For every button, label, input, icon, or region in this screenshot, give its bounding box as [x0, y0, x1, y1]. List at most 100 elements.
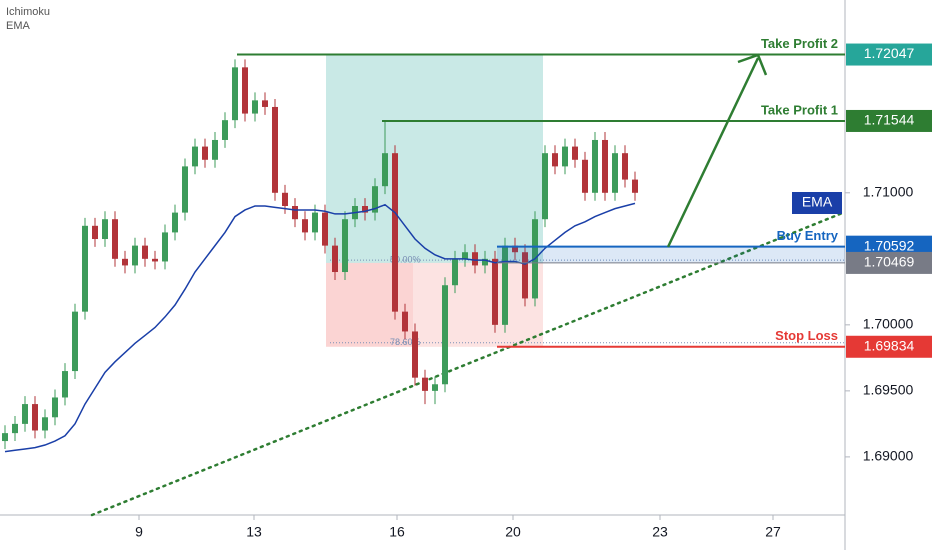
candle-body: [402, 311, 408, 332]
price-box-label: 1.70592: [864, 237, 915, 253]
candle-body: [32, 404, 38, 431]
arrow-shaft: [666, 57, 760, 248]
candle-body: [602, 139, 608, 193]
x-tick-label: 9: [135, 524, 143, 540]
candle-body: [362, 206, 368, 213]
x-tick-label: 16: [389, 524, 405, 540]
candle-body: [122, 258, 128, 266]
candle-body: [172, 212, 178, 233]
candle-body: [622, 153, 628, 180]
candle-body: [72, 311, 78, 372]
candle-body: [512, 245, 518, 253]
candle-body: [272, 106, 278, 193]
candle-body: [112, 219, 118, 259]
y-tick-label: 1.71000: [863, 183, 914, 199]
price-box: [846, 335, 932, 358]
price-box-label: 1.70469: [864, 254, 915, 270]
candle-body: [442, 285, 448, 385]
candle-body: [92, 225, 98, 240]
ema-box: [792, 192, 842, 214]
trendline: [90, 210, 847, 517]
candle-body: [282, 192, 288, 206]
candle-body: [632, 179, 638, 193]
x-tick-label: 23: [652, 524, 668, 540]
candle-body: [472, 252, 478, 266]
candle-body: [612, 153, 618, 193]
candle-body: [202, 146, 208, 160]
candle-body: [462, 252, 468, 259]
x-tick-label: 20: [505, 524, 521, 540]
candle-body: [22, 404, 28, 424]
candle-body: [322, 212, 328, 246]
y-tick-label: 1.69500: [863, 382, 914, 398]
candle-body: [522, 252, 528, 299]
fib-label: 78.60%: [390, 337, 421, 347]
candle-body: [372, 186, 378, 213]
price-box-label: 1.72047: [864, 45, 915, 61]
candle-body: [562, 146, 568, 167]
candle-body: [302, 219, 308, 233]
candle-body: [422, 377, 428, 391]
level-label: Stop Loss: [775, 328, 838, 343]
level-label: Buy Entry: [777, 228, 839, 243]
candle-body: [132, 245, 138, 266]
x-tick-label: 27: [765, 524, 781, 540]
candle-body: [412, 331, 418, 378]
candle-body: [502, 245, 508, 325]
ema-line: [4, 202, 636, 453]
profit-zone: [326, 54, 543, 263]
candle-body: [552, 153, 558, 167]
candle-body: [542, 153, 548, 220]
candle-body: [452, 258, 458, 286]
candle-body: [332, 245, 338, 273]
candle-body: [582, 159, 588, 193]
candle-body: [102, 219, 108, 240]
level-label: Take Profit 2: [761, 36, 838, 51]
candle-body: [492, 258, 498, 325]
candle-body: [222, 120, 228, 140]
price-box: [846, 43, 932, 66]
fib-label: 50.00%: [390, 255, 421, 265]
price-box: [846, 109, 932, 132]
candle-body: [252, 100, 258, 114]
candle-body: [142, 245, 148, 259]
candle-body: [2, 433, 8, 442]
candle-body: [52, 397, 58, 418]
candle-body: [162, 232, 168, 262]
candle-body: [212, 139, 218, 160]
loss-zone-active: [413, 262, 543, 347]
price-box-label: 1.71544: [864, 112, 915, 128]
entry-zone: [497, 246, 845, 263]
candle-body: [482, 258, 488, 266]
candle-body: [342, 219, 348, 273]
candle-body: [182, 166, 188, 213]
price-box-label: 1.69834: [864, 337, 915, 353]
price-box: [846, 251, 932, 274]
y-tick-label: 1.70000: [863, 316, 914, 332]
candle-body: [592, 139, 598, 193]
level-label: Take Profit 1: [761, 102, 838, 117]
ema-box-label: EMA: [802, 194, 833, 210]
candle-body: [192, 146, 198, 167]
y-tick-label: 1.69000: [863, 448, 914, 464]
candle-body: [382, 153, 388, 187]
candle-body: [432, 384, 438, 391]
candle-body: [262, 100, 268, 107]
x-tick-label: 13: [246, 524, 262, 540]
candle-body: [232, 67, 238, 121]
candle-body: [572, 146, 578, 160]
candle-body: [292, 206, 298, 220]
indicator-name: Ichimoku: [6, 6, 50, 18]
candle-body: [12, 423, 18, 434]
candle-body: [392, 153, 398, 312]
arrow-head: [737, 53, 768, 76]
candle-body: [82, 225, 88, 312]
candle-body: [42, 417, 48, 431]
candle-body: [312, 212, 318, 233]
candle-body: [62, 371, 68, 398]
candle-body: [242, 67, 248, 114]
indicator-name: EMA: [6, 20, 31, 32]
candle-body: [152, 258, 158, 262]
